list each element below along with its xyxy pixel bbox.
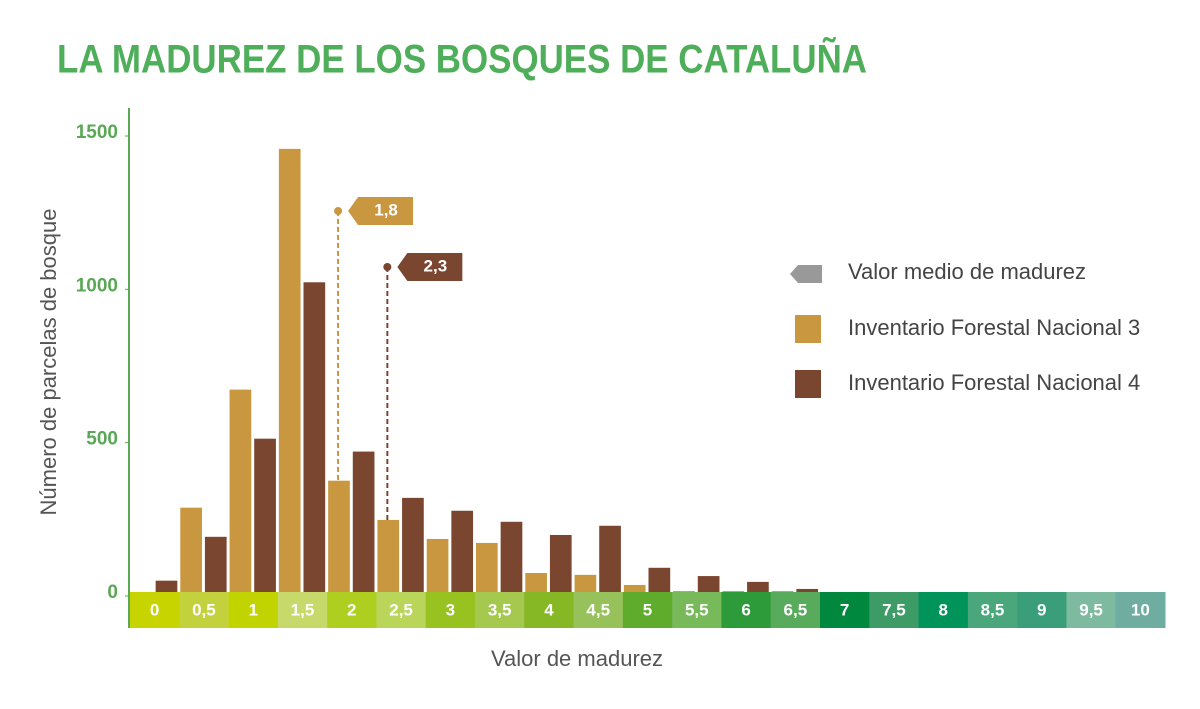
legend-swatch xyxy=(795,315,821,343)
x-tick-label: 10 xyxy=(1131,600,1150,619)
bar xyxy=(476,542,498,596)
mean-label: 1,8 xyxy=(374,200,398,219)
x-tick-label: 8,5 xyxy=(981,600,1005,619)
x-tick-label: 9,5 xyxy=(1079,600,1103,619)
bar xyxy=(599,525,621,596)
x-tick-label: 2 xyxy=(347,600,356,619)
category-box xyxy=(869,592,920,628)
bar xyxy=(352,451,375,596)
category-box xyxy=(130,592,180,628)
mean-tag xyxy=(397,253,463,281)
category-box xyxy=(820,592,870,628)
legend-mean-marker xyxy=(790,265,822,283)
bar xyxy=(549,534,572,596)
bar xyxy=(328,480,350,596)
category-box xyxy=(1066,592,1117,628)
legend-label: Inventario Forestal Nacional 3 xyxy=(848,315,1140,340)
x-tick-label: 7,5 xyxy=(882,600,906,619)
mean-tag xyxy=(348,197,414,225)
bar xyxy=(525,573,547,596)
bar xyxy=(648,567,671,596)
category-box xyxy=(721,592,772,628)
x-axis-title: Valor de madurez xyxy=(491,646,663,671)
category-box xyxy=(475,592,525,628)
y-tick-label: 500 xyxy=(86,429,118,450)
bar xyxy=(278,148,301,596)
category-box xyxy=(1115,592,1166,628)
x-tick-label: 9 xyxy=(1037,600,1046,619)
category-box xyxy=(770,592,821,628)
x-tick-label: 3 xyxy=(446,600,455,619)
bar xyxy=(303,282,326,596)
x-tick-label: 1,5 xyxy=(291,600,315,619)
bar xyxy=(500,521,523,596)
bar xyxy=(574,574,597,596)
y-axis-title: Número de parcelas de bosque xyxy=(36,209,61,516)
category-box xyxy=(327,592,377,628)
bar xyxy=(402,497,424,596)
category-box xyxy=(918,592,969,628)
mean-label: 2,3 xyxy=(424,256,448,275)
category-box xyxy=(524,592,575,628)
category-box xyxy=(573,592,624,628)
bar xyxy=(451,510,474,596)
bar xyxy=(697,576,720,596)
y-tick-label: 1000 xyxy=(76,275,118,296)
category-box xyxy=(376,592,427,628)
category-box xyxy=(622,592,673,628)
x-tick-label: 0,5 xyxy=(192,600,216,619)
bar xyxy=(254,438,276,596)
x-tick-label: 0 xyxy=(150,600,159,619)
category-box xyxy=(967,592,1018,628)
legend-swatch xyxy=(795,370,821,398)
category-box xyxy=(277,592,328,628)
x-tick-label: 4 xyxy=(544,600,554,619)
bar xyxy=(204,536,227,596)
bar xyxy=(377,519,400,596)
x-tick-label: 6,5 xyxy=(784,600,808,619)
legend-label: Inventario Forestal Nacional 4 xyxy=(848,370,1140,395)
mean-dot xyxy=(334,207,343,215)
y-tick-label: 0 xyxy=(107,582,118,603)
bar xyxy=(623,584,646,596)
x-tick-label: 5 xyxy=(643,600,652,619)
bar xyxy=(426,538,449,596)
x-tick-label: 3,5 xyxy=(488,600,512,619)
bar xyxy=(180,507,202,596)
category-box xyxy=(179,592,230,628)
mean-dot xyxy=(383,263,392,271)
x-tick-label: 6 xyxy=(741,600,750,619)
chart-title: LA MADUREZ DE LOS BOSQUES DE CATALUÑA xyxy=(57,36,867,82)
category-box xyxy=(425,592,476,628)
x-tick-label: 8 xyxy=(938,600,947,619)
category-box xyxy=(228,592,279,628)
x-tick-label: 4,5 xyxy=(586,600,610,619)
x-tick-label: 1 xyxy=(248,600,257,619)
y-tick-label: 1500 xyxy=(76,122,118,143)
bar xyxy=(229,389,252,596)
x-tick-label: 5,5 xyxy=(685,600,709,619)
category-box xyxy=(672,592,722,628)
category-box xyxy=(1017,592,1067,628)
x-tick-label: 2,5 xyxy=(389,600,413,619)
x-tick-label: 7 xyxy=(840,600,849,619)
legend-label: Valor medio de madurez xyxy=(848,259,1086,284)
